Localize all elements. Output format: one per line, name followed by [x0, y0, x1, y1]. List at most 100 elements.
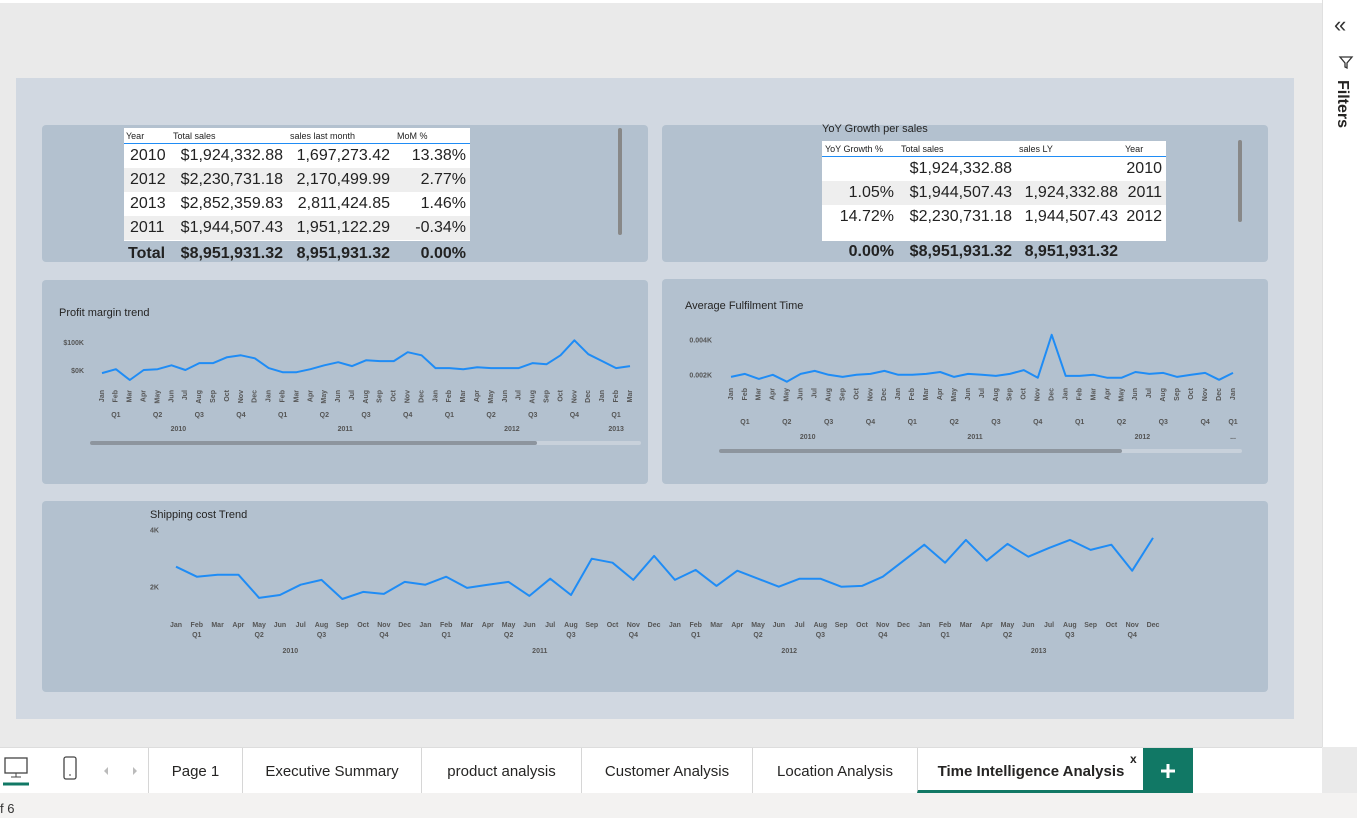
- table-cell: 1.46%: [420, 195, 466, 212]
- tab[interactable]: Location Analysis: [752, 748, 917, 793]
- x-tick-label: Jul: [979, 388, 986, 398]
- column-header: Total sales: [170, 128, 287, 144]
- column-header: sales LY: [1016, 141, 1122, 157]
- x-tick-label: Dec: [648, 622, 661, 629]
- scrollbar[interactable]: [618, 128, 622, 235]
- x-tick-label: Aug: [564, 622, 578, 629]
- x-tick-label: Jun: [1022, 622, 1034, 629]
- total-cell: $8,951,931.32: [909, 243, 1012, 260]
- x-tick-label: Dec: [418, 390, 425, 403]
- scrollbar-thumb[interactable]: [90, 441, 537, 445]
- add-page[interactable]: [1143, 748, 1193, 794]
- tab[interactable]: Customer Analysis: [581, 748, 752, 793]
- scrollbar[interactable]: [1238, 140, 1242, 222]
- quarter-label: Q4: [403, 412, 412, 419]
- total-cell: 8,951,931.32: [296, 245, 390, 262]
- quarter-label: Q4: [866, 419, 875, 426]
- x-tick-label: Oct: [1106, 622, 1118, 629]
- x-tick-label: Jul: [516, 390, 523, 400]
- y-tick-label: 2K: [150, 585, 159, 592]
- x-tick-label: Dec: [881, 388, 888, 401]
- x-tick-label: Aug: [1160, 388, 1167, 402]
- x-tick-label: Sep: [1174, 388, 1181, 401]
- tab[interactable]: Page 1: [148, 748, 242, 793]
- panel: [42, 280, 648, 484]
- x-tick-label: May: [784, 388, 791, 402]
- x-tick-label: Jul: [296, 622, 306, 629]
- x-tick-label: Feb: [613, 390, 620, 402]
- year-label: 2012: [1135, 434, 1151, 441]
- x-tick-label: Jan: [1230, 388, 1237, 400]
- x-tick-label: Feb: [909, 388, 916, 400]
- year-label: 2010: [171, 426, 187, 433]
- x-tick-label: Apr: [474, 390, 481, 402]
- x-tick-label: Nov: [627, 622, 640, 629]
- quarter-label: Q2: [486, 412, 495, 419]
- quarter-label: Q1: [445, 412, 454, 419]
- quarter-label: Q1: [1228, 419, 1237, 426]
- quarter-label: Q3: [528, 412, 537, 419]
- quarter-label: Q3: [824, 419, 833, 426]
- x-tick-label: Sep: [1007, 388, 1014, 401]
- x-tick-label: Nov: [876, 622, 889, 629]
- x-tick-label: Aug: [363, 390, 370, 404]
- table-cell: 2012: [124, 168, 170, 192]
- quarter-label: Q2: [753, 632, 762, 639]
- quarter-label: Q4: [1128, 632, 1137, 639]
- matrix: Year Total sales sales last month MoM % 2010…: [124, 128, 470, 240]
- quarter-label: Q2: [782, 419, 791, 426]
- x-tick-label: Dec: [585, 390, 592, 403]
- x-tick-label: May: [1118, 388, 1125, 402]
- y-tick-label: 0.002K: [689, 373, 712, 380]
- quarter-label: Q2: [504, 632, 513, 639]
- quarter-label: Q1: [611, 412, 620, 419]
- x-tick-label: Nov: [1126, 622, 1139, 629]
- tab-bar: Page 1 Executive Summary product analysi…: [0, 747, 1322, 794]
- table-title: YoY Growth per sales: [822, 123, 928, 135]
- x-tick-label: Aug: [1063, 622, 1077, 629]
- x-tick-label: Oct: [607, 622, 619, 629]
- x-tick-label: Dec: [1216, 388, 1223, 401]
- tab[interactable]: Executive Summary: [242, 748, 421, 793]
- x-tick-label: Oct: [1021, 387, 1028, 399]
- x-tick-label: Feb: [440, 622, 452, 629]
- line: [101, 339, 631, 381]
- x-tick-label: Mar: [627, 390, 634, 403]
- x-tick-label: Nov: [377, 622, 390, 629]
- close-tab[interactable]: x: [1130, 752, 1137, 766]
- year-label: 2012: [504, 426, 520, 433]
- y-tick-label: 4K: [150, 528, 159, 535]
- matrix: YoY Growth % Total sales sales LY Year $1,92…: [822, 141, 1166, 229]
- filters-label[interactable]: Filters: [1334, 80, 1351, 129]
- table-cell: 1,944,507.43: [1024, 208, 1118, 225]
- filter-icon: [1338, 56, 1354, 70]
- x-tick-label: Feb: [191, 622, 203, 629]
- tab[interactable]: product analysis: [421, 748, 581, 793]
- x-tick-label: Aug: [814, 622, 828, 629]
- x-tick-label: Nov: [571, 390, 578, 403]
- x-tick-label: Jul: [349, 390, 356, 400]
- tab[interactable]: Time Intelligence Analysis: [917, 748, 1144, 793]
- x-tick-label: Oct: [224, 389, 231, 401]
- table-cell: 1,924,332.88: [1016, 181, 1122, 205]
- desktop-icon[interactable]: [3, 756, 29, 786]
- page-nav[interactable]: [100, 764, 142, 778]
- year-label: 2011: [967, 434, 982, 441]
- filter-pane: « Filters: [1322, 0, 1357, 747]
- scrollbar-thumb[interactable]: [719, 449, 1122, 453]
- phone-icon[interactable]: [62, 755, 78, 781]
- table-cell: $1,924,332.88: [909, 160, 1012, 177]
- table-cell: 2012: [1126, 208, 1162, 225]
- x-tick-label: Sep: [210, 390, 217, 403]
- x-tick-label: Jun: [523, 622, 535, 629]
- x-tick-label: Sep: [336, 622, 349, 629]
- table-cell: -0.34%: [394, 216, 470, 240]
- x-tick-label: Jun: [798, 388, 805, 400]
- chart-title: Profit margin trend: [59, 307, 149, 319]
- collapse-icon[interactable]: «: [1334, 12, 1347, 37]
- x-tick-label: Jul: [795, 622, 805, 629]
- quarter-label: Q3: [991, 419, 1000, 426]
- x-tick-label: Mar: [461, 622, 474, 629]
- y-tick-label: $100K: [63, 340, 84, 347]
